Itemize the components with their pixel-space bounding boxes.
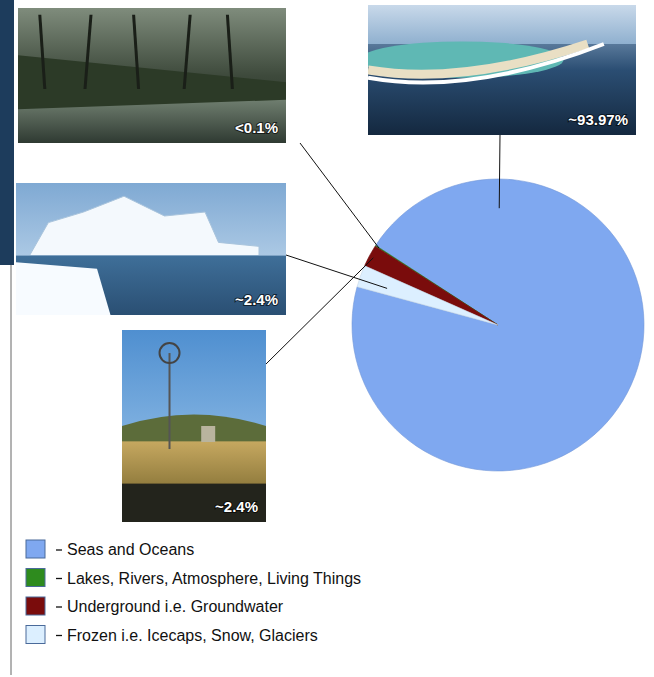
side-bar bbox=[0, 0, 14, 265]
photo bbox=[360, 5, 636, 135]
photo-field bbox=[122, 441, 266, 487]
data-label: ~93.97% bbox=[568, 111, 628, 128]
photo-scene bbox=[16, 183, 286, 315]
data-label: <0.1% bbox=[235, 119, 278, 136]
plot-area bbox=[352, 179, 644, 471]
photo-scene bbox=[122, 330, 266, 522]
photo bbox=[18, 8, 286, 143]
legend-swatch bbox=[26, 569, 45, 587]
data-labels: ~93.97% <0.1% ~2.4% ~2.4% bbox=[215, 111, 628, 515]
legend-dash bbox=[56, 578, 62, 579]
leader-line bbox=[266, 258, 373, 364]
photo-bg bbox=[18, 8, 286, 143]
pie-slice bbox=[352, 179, 644, 471]
legend-dash bbox=[56, 549, 62, 550]
photo-tree bbox=[40, 15, 45, 89]
legend: Seas and Oceans Lakes, Rivers, Atmosphere… bbox=[26, 540, 361, 644]
photo-bg bbox=[16, 183, 286, 315]
photo-tree bbox=[184, 15, 190, 89]
photo-scene bbox=[368, 5, 636, 135]
legend-swatch bbox=[26, 626, 45, 644]
leader-line bbox=[286, 255, 387, 288]
photo-berg bbox=[30, 196, 260, 255]
legend-swatch bbox=[26, 597, 45, 615]
pie bbox=[352, 179, 644, 471]
photo-bg bbox=[368, 5, 636, 135]
photo-tank bbox=[201, 426, 215, 442]
photo-bank bbox=[18, 55, 286, 109]
photo-bg bbox=[122, 330, 266, 522]
legend-label: Underground i.e. Groundwater bbox=[67, 598, 284, 615]
photo-water bbox=[18, 100, 286, 143]
photo-water bbox=[122, 484, 266, 522]
photo-panels bbox=[16, 5, 636, 522]
legend-label: Lakes, Rivers, Atmosphere, Living Things bbox=[67, 570, 361, 587]
photo-scene bbox=[18, 8, 286, 143]
data-label: ~2.4% bbox=[235, 291, 278, 308]
photo-tree bbox=[85, 15, 91, 89]
leader-line bbox=[499, 135, 501, 208]
legend-label: Frozen i.e. Icecaps, Snow, Glaciers bbox=[67, 627, 318, 644]
divider bbox=[11, 265, 12, 675]
chart: ~93.97% <0.1% ~2.4% ~2.4% Seas and Oceans Lak… bbox=[0, 0, 654, 677]
photo-snow bbox=[16, 262, 111, 315]
leader-lines bbox=[266, 135, 500, 364]
photo-windmill bbox=[160, 343, 180, 363]
legend-swatch bbox=[26, 540, 45, 558]
leader-line bbox=[300, 143, 379, 248]
photo bbox=[122, 330, 266, 522]
photo-surf bbox=[368, 44, 604, 83]
legend-dash bbox=[56, 635, 62, 636]
data-label: ~2.4% bbox=[215, 498, 258, 515]
legend-dash bbox=[56, 606, 62, 607]
photo-tree bbox=[227, 15, 232, 89]
pie-slice bbox=[357, 266, 498, 325]
photo-sky bbox=[368, 5, 636, 44]
photo-water bbox=[16, 256, 286, 315]
photo-hill bbox=[122, 414, 266, 445]
photo-tower bbox=[169, 353, 171, 449]
photo-tree bbox=[134, 15, 139, 89]
legend-label: Seas and Oceans bbox=[67, 541, 194, 558]
photo bbox=[16, 183, 286, 315]
